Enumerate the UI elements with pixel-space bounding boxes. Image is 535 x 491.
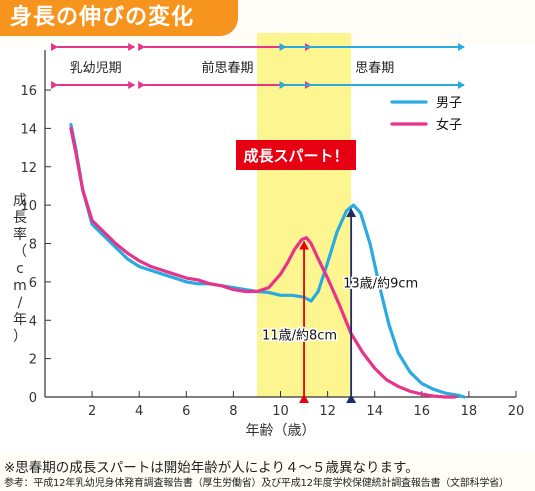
y-tick-label: 8 bbox=[29, 238, 37, 253]
x-tick-label: 16 bbox=[414, 404, 431, 419]
page-title: 身長の伸びの変化 bbox=[0, 0, 238, 36]
period-label: 乳幼児期 bbox=[70, 61, 122, 76]
y-tick-label: 4 bbox=[29, 314, 37, 329]
growth-rate-chart: 0 2 4 6 8 10 12 14 16 2 4 6 8 10 12 14 16 18 20 年齢（歳） 成長率（ c m… bbox=[13, 33, 525, 439]
x-tick-label: 10 bbox=[272, 404, 289, 419]
x-tick-label: 6 bbox=[182, 404, 190, 419]
y-tick-label: 10 bbox=[20, 199, 37, 214]
x-tick-label: 20 bbox=[508, 404, 525, 419]
period-label: 前思春期 bbox=[202, 60, 254, 76]
x-tick-label: 12 bbox=[319, 404, 336, 419]
x-axis-label: 年齢（歳） bbox=[246, 423, 316, 439]
annotation-label: 11歳/約8cm bbox=[262, 328, 337, 343]
x-tick-label: 2 bbox=[88, 404, 96, 419]
y-axis-label: 成長率（ c m/年） bbox=[13, 193, 27, 345]
annotation-label: 13歳/約9cm bbox=[343, 277, 418, 292]
growth-spurt-label: 成長スパート！ bbox=[243, 147, 348, 165]
series-line bbox=[69, 122, 466, 399]
footnote: ※思春期の成長スパートは開始年齢が人により４～５歳異なります。 bbox=[4, 460, 419, 476]
x-tick-label: 4 bbox=[135, 404, 143, 419]
y-tick-label: 0 bbox=[29, 391, 37, 406]
y-tick-label: 14 bbox=[20, 122, 37, 137]
y-tick-label: 12 bbox=[20, 161, 37, 176]
legend-label: 男子 bbox=[436, 96, 462, 111]
x-tick-label: 14 bbox=[366, 404, 383, 419]
y-tick-label: 2 bbox=[29, 353, 37, 368]
legend-label: 女子 bbox=[436, 117, 462, 133]
period-label: 思春期 bbox=[355, 61, 394, 76]
growth-spurt-badge bbox=[236, 140, 356, 170]
y-tick-label: 16 bbox=[20, 84, 37, 99]
series-line bbox=[69, 126, 457, 399]
source-note: 参考：平成12年乳幼児身体発育調査報告書（厚生労働省）及び平成12年度学校保健統… bbox=[4, 478, 509, 489]
y-tick-label: 6 bbox=[29, 276, 37, 291]
x-tick-label: 8 bbox=[229, 404, 237, 419]
x-tick-label: 18 bbox=[461, 404, 478, 419]
